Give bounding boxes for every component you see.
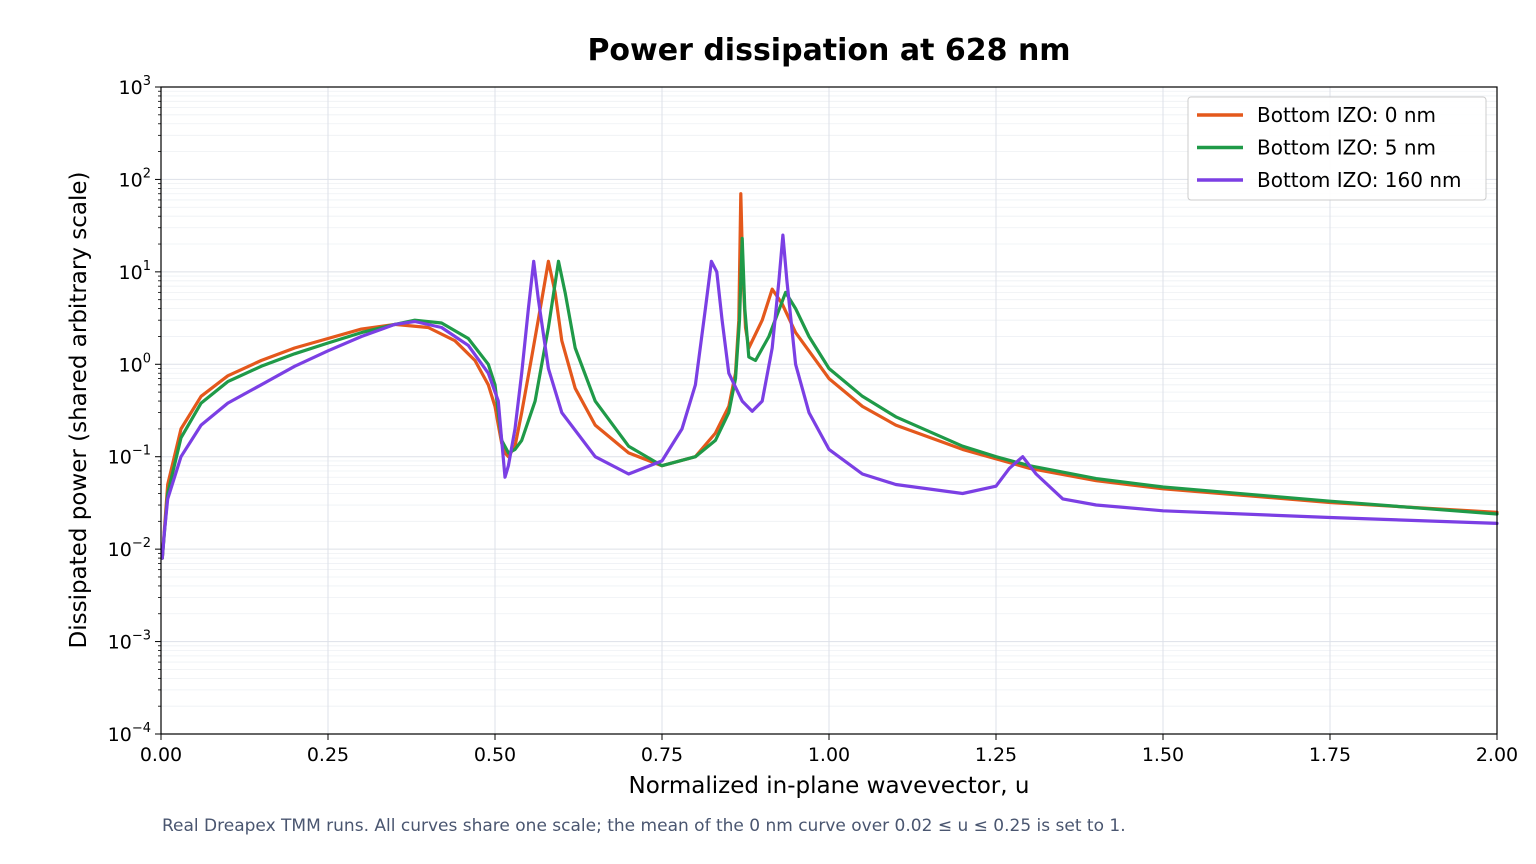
y-tick-label: 10−4: [108, 721, 151, 746]
y-tick-label: 100: [119, 351, 151, 376]
legend-label-2: Bottom IZO: 160 nm: [1257, 168, 1462, 192]
x-tick-label: 2.00: [1476, 744, 1518, 766]
x-tick-label: 0.75: [641, 744, 683, 766]
x-tick-label: 1.00: [808, 744, 850, 766]
x-tick-label: 1.50: [1142, 744, 1184, 766]
legend-label-1: Bottom IZO: 5 nm: [1257, 136, 1436, 160]
legend-label-0: Bottom IZO: 0 nm: [1257, 103, 1436, 127]
y-tick-label: 101: [119, 259, 151, 284]
series-line-2: [160, 233, 1499, 560]
y-tick-label: 10−2: [108, 536, 151, 561]
chart-title: Power dissipation at 628 nm: [587, 33, 1070, 68]
legend-box: [1187, 96, 1487, 201]
x-tick-label: 1.25: [975, 744, 1017, 766]
x-tick-label: 0.00: [140, 744, 182, 766]
series-layer: [160, 192, 1499, 560]
legend: Bottom IZO: 0 nm Bottom IZO: 5 nm Bottom I…: [1187, 96, 1487, 201]
series-line-1: [160, 236, 1499, 560]
caption: Real Dreapex TMM runs. All curves share …: [162, 816, 1126, 836]
y-tick-label: 103: [119, 74, 151, 99]
x-tick-label: 0.25: [307, 744, 349, 766]
y-tick-label: 10−3: [108, 629, 151, 654]
x-axis: 0.00 0.25 0.50 0.75 1.00 1.25 1.50 1.75 2.00: [140, 734, 1518, 766]
x-axis-label: Normalized in-plane wavevector, u: [629, 773, 1030, 799]
y-tick-label: 10−1: [108, 444, 151, 469]
series-line-0: [160, 192, 1499, 560]
y-axis: 10−4 10−3 10−2 10−1 100 101 102 103: [108, 74, 161, 746]
y-tick-label: 102: [119, 166, 151, 191]
x-tick-label: 0.50: [474, 744, 516, 766]
y-axis-label: Dissipated power (shared arbitrary scale…: [66, 172, 92, 649]
x-tick-label: 1.75: [1309, 744, 1351, 766]
